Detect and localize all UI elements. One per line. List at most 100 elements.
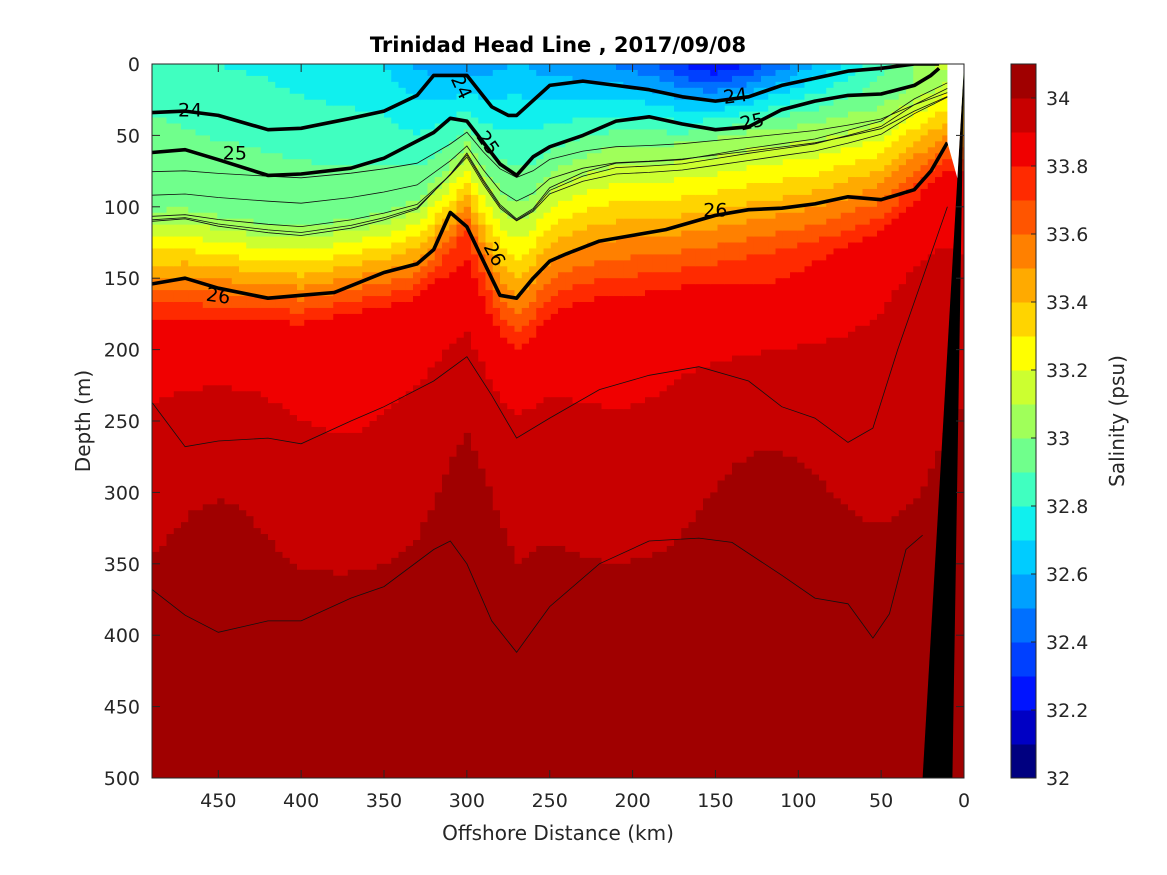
salinity-cell — [898, 510, 907, 778]
salinity-cell — [826, 200, 835, 220]
salinity-cell — [239, 284, 247, 297]
salinity-cell — [775, 69, 784, 83]
salinity-cell — [572, 302, 581, 404]
salinity-cell — [492, 510, 501, 778]
salinity-cell — [543, 266, 552, 285]
salinity-cell — [304, 224, 313, 238]
salinity-cell — [920, 111, 929, 125]
salinity-cell — [355, 218, 363, 232]
salinity-cell — [543, 64, 552, 77]
salinity-cell — [376, 563, 385, 778]
salinity-cell — [384, 563, 392, 778]
salinity-cell — [188, 224, 197, 238]
salinity-cell — [333, 432, 342, 577]
salinity-cell — [811, 260, 820, 345]
salinity-cell — [739, 153, 748, 172]
salinity-cell — [369, 248, 378, 261]
salinity-cell — [681, 123, 690, 136]
salinity-cell — [246, 147, 255, 220]
salinity-cell — [376, 296, 385, 309]
salinity-cell — [913, 99, 922, 113]
salinity-cell — [202, 266, 211, 279]
salinity-cell — [819, 64, 827, 77]
salinity-cell — [173, 224, 182, 238]
salinity-cell — [652, 183, 661, 202]
salinity-cell — [565, 123, 574, 142]
salinity-cell — [768, 105, 777, 119]
salinity-cell — [811, 111, 820, 125]
salinity-cell — [906, 147, 914, 160]
salinity-cell — [833, 135, 842, 154]
salinity-cell — [717, 284, 726, 363]
salinity-cell — [449, 200, 458, 214]
salinity-cell — [181, 236, 189, 250]
salinity-cell — [739, 135, 748, 154]
salinity-cell — [471, 165, 479, 184]
salinity-cell — [587, 242, 595, 267]
salinity-cell — [362, 230, 371, 238]
salinity-cell — [311, 272, 320, 285]
salinity-cell — [942, 159, 951, 172]
salinity-cell — [935, 64, 943, 71]
salinity-cell — [819, 141, 827, 154]
salinity-cell — [826, 492, 835, 778]
salinity-cell — [898, 194, 907, 214]
salinity-cell — [434, 177, 443, 190]
salinity-cell — [260, 260, 269, 273]
salinity-cell — [840, 183, 849, 202]
salinity-cell — [297, 421, 305, 571]
salinity-cell — [753, 218, 762, 238]
x-axis: 450 400 350 300 250 200 150 100 50 0 — [200, 64, 970, 812]
salinity-cell — [840, 504, 849, 778]
salinity-cell — [659, 81, 668, 95]
salinity-cell — [224, 385, 233, 505]
salinity-cell — [253, 391, 262, 529]
salinity-cell — [652, 551, 661, 778]
salinity-cell — [637, 64, 646, 77]
salinity-cell — [601, 99, 610, 119]
salinity-cell — [652, 75, 661, 95]
salinity-cell — [202, 212, 211, 226]
salinity-cell — [202, 135, 211, 214]
salinity-cell — [768, 284, 777, 351]
salinity-cell — [833, 218, 842, 238]
salinity-cell — [463, 93, 472, 113]
salinity-cell — [376, 260, 385, 273]
x-axis-label: Offshore Distance (km) — [442, 821, 674, 845]
salinity-cell — [739, 206, 748, 226]
salinity-cell — [688, 111, 697, 125]
salinity-cell — [289, 415, 298, 565]
salinity-cell — [463, 230, 472, 261]
salinity-cell — [434, 492, 443, 778]
salinity-cell — [790, 111, 798, 131]
salinity-cell — [456, 266, 465, 339]
salinity-cell — [478, 177, 487, 196]
salinity-cell — [746, 75, 755, 83]
salinity-cell — [703, 141, 711, 160]
salinity-cell — [536, 129, 545, 160]
salinity-cell — [195, 236, 204, 255]
salinity-cell — [333, 266, 342, 279]
salinity-cell — [739, 93, 748, 107]
x-tick-label: 150 — [697, 790, 733, 812]
salinity-cell — [550, 278, 559, 297]
salinity-cell — [420, 254, 429, 267]
salinity-cell — [906, 504, 914, 778]
salinity-cell — [746, 105, 755, 113]
salinity-cell — [195, 64, 204, 136]
salinity-cell — [384, 409, 392, 565]
salinity-cell — [768, 254, 777, 285]
salinity-cell — [188, 510, 197, 778]
salinity-cell — [927, 105, 936, 119]
salinity-cell — [565, 141, 574, 166]
salinity-cell — [826, 153, 835, 172]
salinity-cell — [231, 69, 240, 142]
salinity-cell — [891, 64, 900, 101]
salinity-cell — [340, 105, 349, 166]
salinity-cell — [536, 200, 545, 220]
salinity-cell — [848, 93, 856, 113]
salinity-cell — [645, 183, 653, 202]
salinity-cell — [210, 212, 218, 232]
salinity-cell — [840, 248, 849, 339]
salinity-cell — [652, 165, 661, 184]
